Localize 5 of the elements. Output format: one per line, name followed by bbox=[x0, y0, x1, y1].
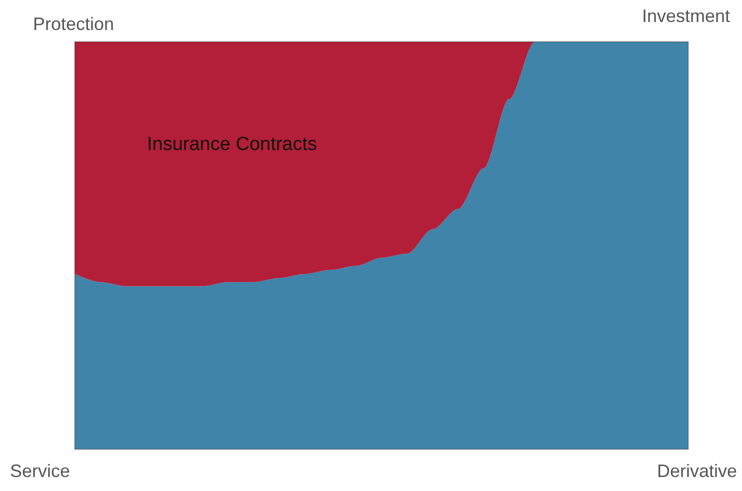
text: Investment bbox=[642, 6, 730, 26]
text: Protection bbox=[33, 14, 114, 34]
annotation: Insurance Contracts bbox=[147, 134, 318, 155]
text: Service bbox=[10, 461, 70, 481]
text: Derivative bbox=[656, 461, 738, 481]
